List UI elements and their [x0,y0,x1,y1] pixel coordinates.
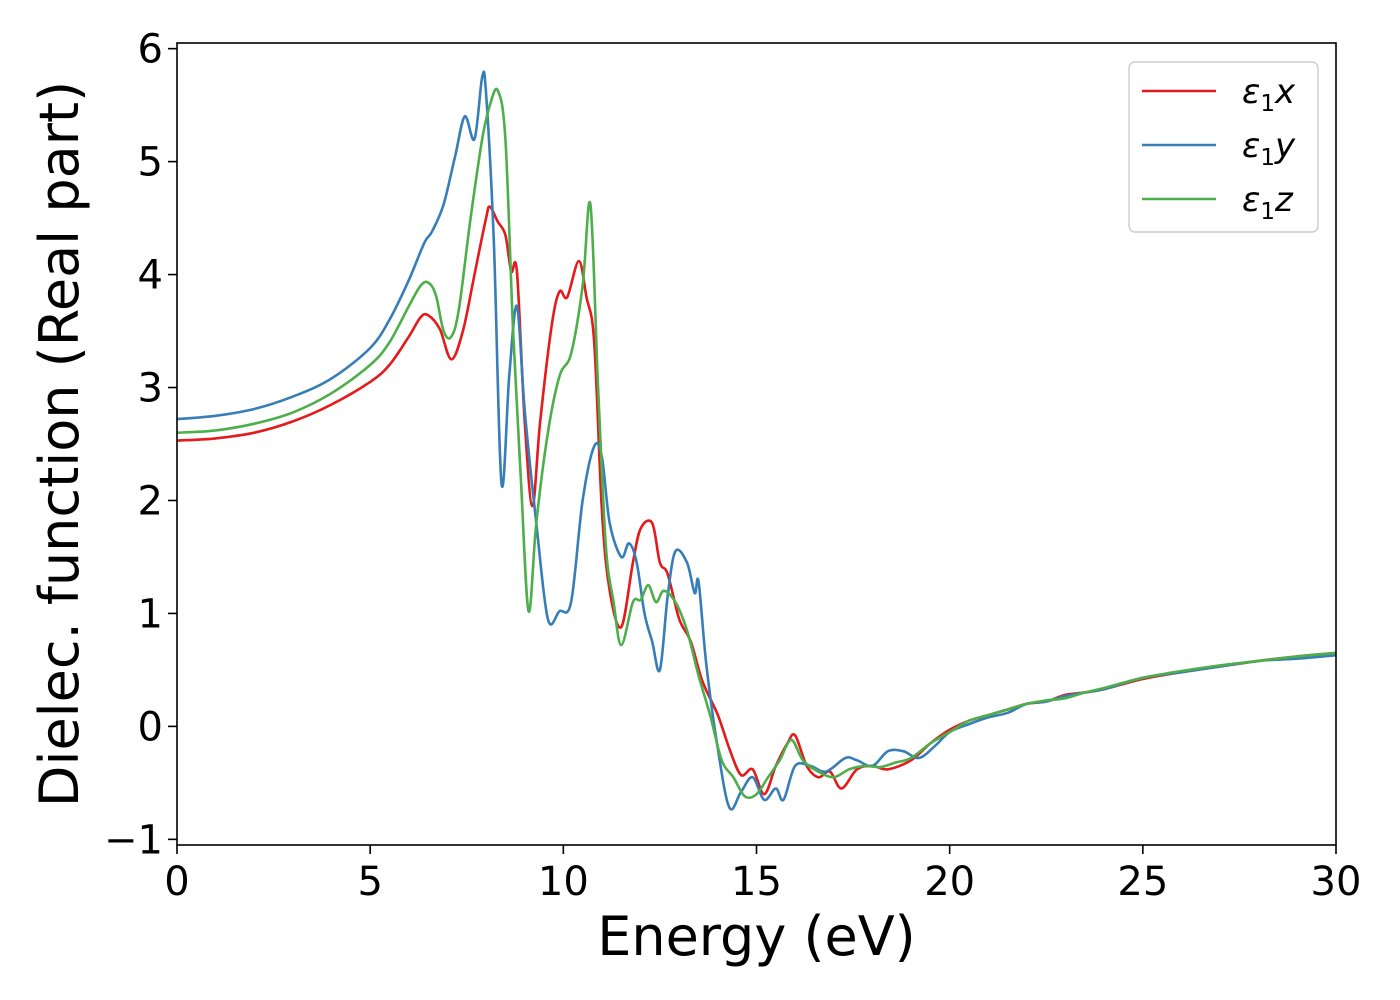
x-tick-label: 0 [164,859,189,905]
legend-label: ε1z [1242,180,1294,225]
y-tick-label: 2 [138,478,163,524]
series-line-x [176,205,1337,796]
x-tick-label: 20 [924,859,975,905]
y-tick-label: 1 [138,591,163,637]
y-tick-label: −1 [104,817,163,863]
legend-box [1128,61,1319,233]
x-tick-label: 30 [1311,859,1362,905]
x-tick-label: 5 [357,859,382,905]
y-axis-ticks: −1 0 1 2 3 4 5 6 [104,27,177,863]
y-tick-label: 0 [138,704,163,750]
y-tick-label: 3 [138,366,163,412]
y-tick-label: 6 [138,27,163,73]
x-tick-label: 10 [538,859,589,905]
series-line-z [176,87,1337,800]
x-axis-title: Energy (eV) [597,905,916,968]
series-layer [176,70,1337,811]
series-line-y [176,70,1337,811]
legend-label: ε1y [1242,126,1296,171]
y-tick-label: 4 [138,253,163,299]
x-tick-label: 15 [731,859,782,905]
legend-label: ε1x [1242,72,1296,117]
x-axis-ticks: 0 5 10 15 20 25 30 [164,845,1361,905]
y-tick-label: 5 [138,140,163,186]
legend: ε1x ε1y ε1z [1128,61,1319,233]
y-axis-title: Dielec. function (Real part) [28,81,91,807]
x-tick-label: 25 [1117,859,1168,905]
